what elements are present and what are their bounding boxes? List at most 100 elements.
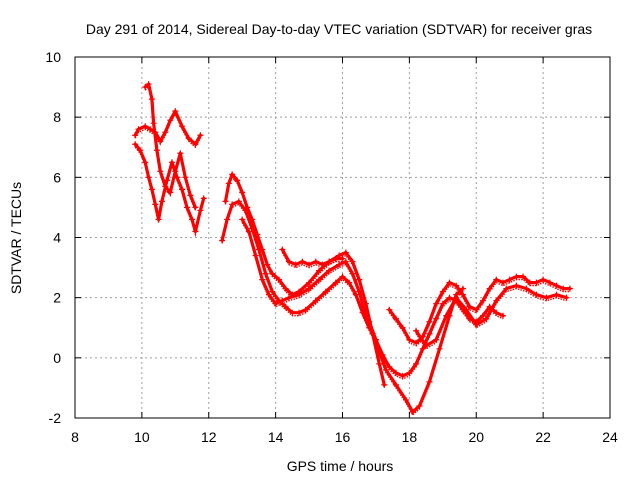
data-point-marker xyxy=(486,285,493,292)
data-point-marker xyxy=(137,147,144,154)
x-tick-label: 8 xyxy=(71,429,79,445)
data-point-marker xyxy=(342,249,349,256)
data-point-marker xyxy=(466,303,473,310)
data-point-marker xyxy=(286,258,292,265)
data-point-marker xyxy=(479,312,486,319)
data-point-marker xyxy=(326,267,333,274)
data-point-marker xyxy=(463,306,470,313)
data-point-marker xyxy=(453,294,460,301)
data-point-marker xyxy=(379,351,386,358)
data-point-marker xyxy=(473,321,480,328)
data-point-marker xyxy=(152,201,159,208)
data-point-marker xyxy=(296,291,303,298)
data-point-marker xyxy=(275,276,282,283)
series-line-track-4 xyxy=(223,172,386,387)
data-point-marker xyxy=(413,339,420,346)
data-point-marker xyxy=(356,288,363,295)
data-point-marker xyxy=(513,273,520,280)
y-tick-label: 8 xyxy=(53,109,61,125)
data-point-marker xyxy=(376,360,383,367)
series-marker-band-track-7 xyxy=(281,252,343,269)
data-point-marker xyxy=(523,285,530,292)
data-point-marker xyxy=(229,171,236,178)
data-point-marker xyxy=(177,150,184,157)
data-point-marker xyxy=(306,261,313,268)
data-point-marker xyxy=(386,363,393,370)
data-point-marker xyxy=(316,276,323,283)
data-point-marker xyxy=(423,342,430,349)
data-point-marker xyxy=(145,81,152,88)
data-point-marker xyxy=(272,300,279,307)
data-point-marker xyxy=(292,261,299,268)
plot-frame xyxy=(74,56,611,419)
x-tick-label: 20 xyxy=(468,429,484,445)
data-point-marker xyxy=(302,306,309,313)
data-point-marker xyxy=(249,225,256,232)
data-point-marker xyxy=(162,183,169,190)
data-point-marker xyxy=(234,177,241,184)
series-marker-band-track-8 xyxy=(368,299,504,380)
data-point-marker xyxy=(142,159,149,166)
data-point-marker xyxy=(239,216,246,223)
data-point-marker xyxy=(413,360,420,367)
x-tick-label: 22 xyxy=(535,429,551,445)
data-point-marker xyxy=(416,402,423,409)
data-point-marker xyxy=(299,258,306,265)
data-point-marker xyxy=(229,201,236,208)
data-point-marker xyxy=(443,312,450,319)
y-axis-label: SDTVAR / TECUs xyxy=(8,182,24,294)
data-point-marker xyxy=(242,207,249,214)
x-axis-label: GPS time / hours xyxy=(287,458,394,474)
x-tick-label: 12 xyxy=(201,429,217,445)
data-point-marker xyxy=(132,132,139,139)
data-point-marker xyxy=(446,294,453,301)
data-point-marker xyxy=(553,291,560,298)
data-point-marker xyxy=(167,117,174,124)
data-point-marker xyxy=(433,315,440,322)
data-point-marker xyxy=(179,123,185,130)
data-point-marker xyxy=(192,141,199,148)
data-point-marker xyxy=(279,246,286,253)
data-point-marker xyxy=(189,216,196,223)
x-tick-label: 14 xyxy=(268,429,284,445)
data-point-marker xyxy=(132,141,139,148)
data-point-marker xyxy=(162,129,169,136)
data-point-marker xyxy=(533,279,540,286)
data-point-marker xyxy=(279,297,286,304)
data-point-marker xyxy=(142,84,149,91)
data-point-marker xyxy=(403,396,410,403)
data-point-marker xyxy=(393,369,399,376)
data-point-marker xyxy=(473,306,480,313)
data-point-marker xyxy=(235,198,242,205)
data-point-marker xyxy=(566,285,573,292)
data-point-marker xyxy=(252,252,259,259)
data-point-marker xyxy=(326,258,333,265)
data-point-marker xyxy=(506,276,513,283)
data-point-marker xyxy=(332,279,339,286)
data-point-marker xyxy=(155,216,162,223)
data-point-marker xyxy=(286,294,292,301)
data-point-marker xyxy=(157,138,164,145)
data-point-marker xyxy=(433,300,440,307)
data-point-marker xyxy=(352,291,359,298)
data-point-marker xyxy=(342,258,349,265)
x-tick-label: 18 xyxy=(402,429,418,445)
data-point-marker xyxy=(459,285,466,292)
data-point-marker xyxy=(520,273,527,280)
data-point-marker xyxy=(362,312,369,319)
data-point-marker xyxy=(426,330,433,337)
data-point-marker xyxy=(219,237,226,244)
data-point-marker xyxy=(150,120,157,127)
data-point-marker xyxy=(153,147,160,154)
data-point-marker xyxy=(546,279,553,286)
data-point-marker xyxy=(503,285,510,292)
data-point-marker xyxy=(316,267,323,274)
data-point-marker xyxy=(135,126,142,133)
x-tick-label: 16 xyxy=(335,429,351,445)
data-point-marker xyxy=(533,291,540,298)
data-point-marker xyxy=(543,294,550,301)
data-point-marker xyxy=(439,288,446,295)
y-tick-label: 0 xyxy=(53,350,61,366)
data-point-marker xyxy=(306,279,313,286)
